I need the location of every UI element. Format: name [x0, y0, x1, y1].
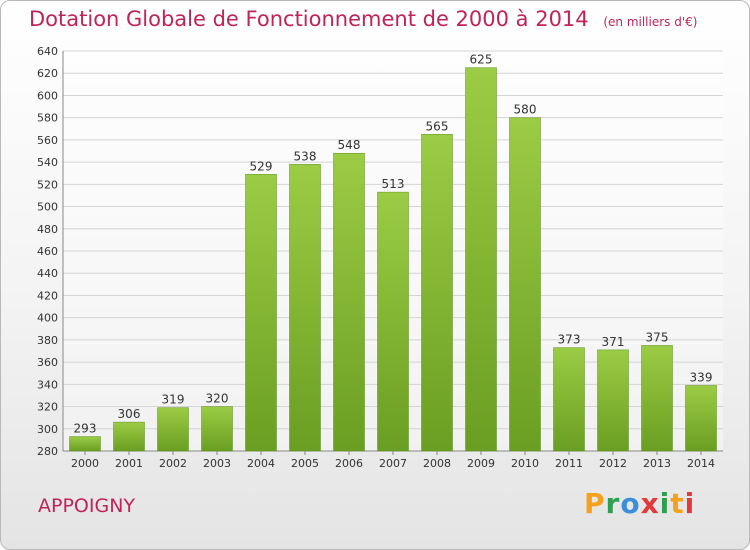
- bar: [685, 385, 717, 452]
- chart-title: Dotation Globale de Fonctionnement de 20…: [29, 7, 697, 31]
- data-label: 293: [74, 422, 97, 436]
- y-tick-label: 520: [37, 178, 58, 191]
- x-tick-label: 2012: [599, 457, 627, 470]
- bar: [597, 349, 629, 452]
- bar: [553, 347, 585, 452]
- chart-title-text: Dotation Globale de Fonctionnement de 20…: [29, 7, 589, 31]
- data-label: 565: [426, 119, 449, 133]
- y-tick-label: 360: [37, 356, 58, 369]
- logo-letter: P: [584, 487, 606, 520]
- y-tick-label: 380: [37, 334, 58, 347]
- x-tick-label: 2010: [511, 457, 539, 470]
- bar: [641, 345, 673, 452]
- logo-letter: r: [605, 487, 621, 520]
- x-tick-label: 2008: [423, 457, 451, 470]
- y-tick-label: 480: [37, 223, 58, 236]
- logo-letter: i: [659, 487, 671, 520]
- data-label: 580: [514, 103, 537, 117]
- bar: [69, 436, 101, 452]
- logo-letter: i: [684, 487, 696, 520]
- bar: [465, 67, 497, 452]
- x-tick-label: 2000: [71, 457, 99, 470]
- y-tick-label: 440: [37, 267, 58, 280]
- bar: [509, 117, 541, 452]
- data-label: 513: [382, 177, 405, 191]
- y-tick-label: 640: [37, 45, 58, 58]
- bar: [377, 191, 409, 452]
- y-tick-label: 340: [37, 378, 58, 391]
- chart-unit: (en milliers d'€): [603, 15, 698, 29]
- bar: [245, 174, 277, 452]
- x-tick-label: 2013: [643, 457, 671, 470]
- data-label: 538: [294, 149, 317, 163]
- data-label: 339: [690, 370, 713, 384]
- y-tick-label: 560: [37, 134, 58, 147]
- y-tick-label: 300: [37, 423, 58, 436]
- y-tick-label: 620: [37, 67, 58, 80]
- x-tick-label: 2009: [467, 457, 495, 470]
- y-tick-label: 280: [37, 445, 58, 458]
- y-tick-label: 540: [37, 156, 58, 169]
- x-tick-label: 2007: [379, 457, 407, 470]
- logo-letter: o: [620, 487, 641, 520]
- bar: [157, 407, 189, 452]
- bar: [113, 421, 145, 452]
- x-tick-label: 2005: [291, 457, 319, 470]
- logo-letter: t: [670, 487, 685, 520]
- x-tick-label: 2001: [115, 457, 143, 470]
- bar: [333, 152, 365, 452]
- bar: [421, 134, 453, 452]
- y-tick-label: 580: [37, 112, 58, 125]
- data-label: 306: [118, 407, 141, 421]
- data-label: 375: [646, 330, 669, 344]
- data-label: 319: [162, 393, 185, 407]
- logo-letter: x: [640, 487, 660, 520]
- x-tick-label: 2004: [247, 457, 275, 470]
- x-tick-label: 2011: [555, 457, 583, 470]
- data-label: 373: [558, 333, 581, 347]
- data-label: 371: [602, 335, 625, 349]
- y-tick-label: 420: [37, 289, 58, 302]
- x-tick-label: 2002: [159, 457, 187, 470]
- data-label: 529: [250, 159, 273, 173]
- y-tick-label: 400: [37, 312, 58, 325]
- x-tick-label: 2014: [687, 457, 715, 470]
- x-tick-label: 2003: [203, 457, 231, 470]
- y-tick-label: 460: [37, 245, 58, 258]
- x-tick-label: 2006: [335, 457, 363, 470]
- data-label: 625: [470, 53, 493, 67]
- y-tick-label: 600: [37, 89, 58, 102]
- y-tick-label: 500: [37, 201, 58, 214]
- bar: [289, 164, 321, 452]
- proxiti-logo: Proxiti: [584, 487, 695, 520]
- data-label: 320: [206, 392, 229, 406]
- data-label: 548: [338, 138, 361, 152]
- place-name: APPOIGNY: [38, 495, 136, 517]
- y-tick-label: 320: [37, 401, 58, 414]
- bar: [201, 406, 233, 452]
